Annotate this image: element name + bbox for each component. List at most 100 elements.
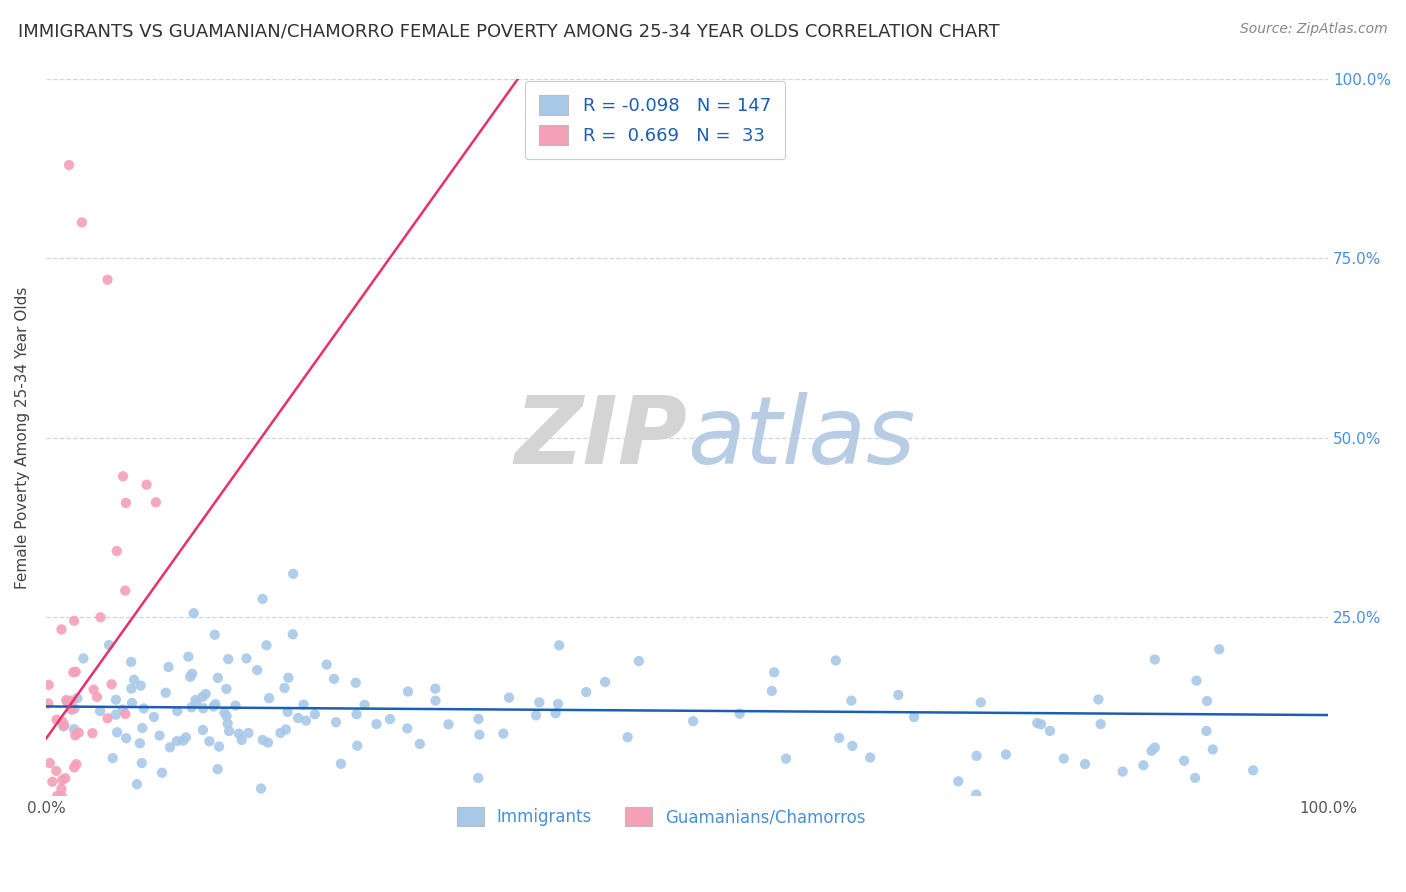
Point — [1074, 757, 1097, 772]
Point — [183, 606, 205, 620]
Point — [250, 781, 273, 796]
Point — [1140, 744, 1163, 758]
Point — [104, 692, 127, 706]
Point — [498, 690, 520, 705]
Point — [315, 657, 337, 672]
Point — [775, 751, 797, 765]
Point — [467, 771, 489, 785]
Point — [204, 628, 226, 642]
Point — [191, 690, 214, 704]
Point — [207, 671, 229, 685]
Point — [346, 707, 368, 722]
Point — [409, 737, 432, 751]
Point — [761, 684, 783, 698]
Point — [70, 215, 93, 229]
Point — [52, 719, 75, 733]
Point — [181, 666, 204, 681]
Point — [524, 708, 547, 723]
Point — [111, 703, 134, 717]
Point — [217, 716, 239, 731]
Point — [1039, 723, 1062, 738]
Point — [131, 721, 153, 735]
Point — [82, 726, 104, 740]
Point — [1143, 652, 1166, 666]
Point — [277, 705, 299, 719]
Point — [120, 655, 142, 669]
Point — [274, 723, 297, 737]
Point — [728, 706, 751, 721]
Point — [45, 713, 67, 727]
Point — [256, 638, 278, 652]
Point — [65, 757, 87, 772]
Point — [60, 693, 83, 707]
Point — [627, 654, 650, 668]
Point — [63, 614, 86, 628]
Point — [257, 736, 280, 750]
Text: IMMIGRANTS VS GUAMANIAN/CHAMORRO FEMALE POVERTY AMONG 25-34 YEAR OLDS CORRELATIO: IMMIGRANTS VS GUAMANIAN/CHAMORRO FEMALE … — [18, 22, 1000, 40]
Point — [396, 722, 419, 736]
Point — [194, 687, 217, 701]
Point — [1143, 740, 1166, 755]
Point — [295, 714, 318, 728]
Point — [329, 756, 352, 771]
Point — [67, 725, 90, 739]
Point — [89, 610, 111, 624]
Point — [204, 698, 226, 712]
Point — [344, 675, 367, 690]
Point — [215, 681, 238, 696]
Point — [252, 591, 274, 606]
Point — [63, 760, 86, 774]
Point — [763, 665, 786, 680]
Point — [122, 673, 145, 687]
Point — [202, 699, 225, 714]
Point — [1185, 673, 1208, 688]
Point — [46, 789, 69, 803]
Point — [121, 696, 143, 710]
Point — [1208, 642, 1230, 657]
Point — [948, 774, 970, 789]
Point — [273, 681, 295, 695]
Point — [53, 718, 76, 732]
Point — [129, 679, 152, 693]
Point — [366, 717, 388, 731]
Point — [38, 678, 60, 692]
Point — [593, 675, 616, 690]
Text: Source: ZipAtlas.com: Source: ZipAtlas.com — [1240, 22, 1388, 37]
Point — [174, 731, 197, 745]
Point — [51, 773, 73, 788]
Point — [166, 734, 188, 748]
Point — [492, 726, 515, 740]
Point — [166, 704, 188, 718]
Point — [575, 685, 598, 699]
Point — [105, 725, 128, 739]
Point — [547, 697, 569, 711]
Point — [58, 158, 80, 172]
Point — [180, 700, 202, 714]
Point — [51, 789, 73, 803]
Point — [965, 788, 987, 802]
Point — [128, 736, 150, 750]
Point — [1132, 758, 1154, 772]
Point — [1087, 692, 1109, 706]
Point — [155, 686, 177, 700]
Point — [682, 714, 704, 728]
Point — [903, 710, 925, 724]
Point — [135, 477, 157, 491]
Point — [215, 709, 238, 723]
Point — [114, 706, 136, 721]
Point — [145, 495, 167, 509]
Point — [96, 273, 118, 287]
Point — [115, 731, 138, 746]
Point — [828, 731, 851, 745]
Point — [304, 707, 326, 722]
Point — [60, 703, 83, 717]
Point — [105, 544, 128, 558]
Point — [1195, 723, 1218, 738]
Point — [45, 764, 67, 778]
Point — [1090, 717, 1112, 731]
Point — [214, 706, 236, 720]
Point — [841, 693, 863, 707]
Point — [111, 469, 134, 483]
Point — [277, 671, 299, 685]
Point — [217, 652, 239, 666]
